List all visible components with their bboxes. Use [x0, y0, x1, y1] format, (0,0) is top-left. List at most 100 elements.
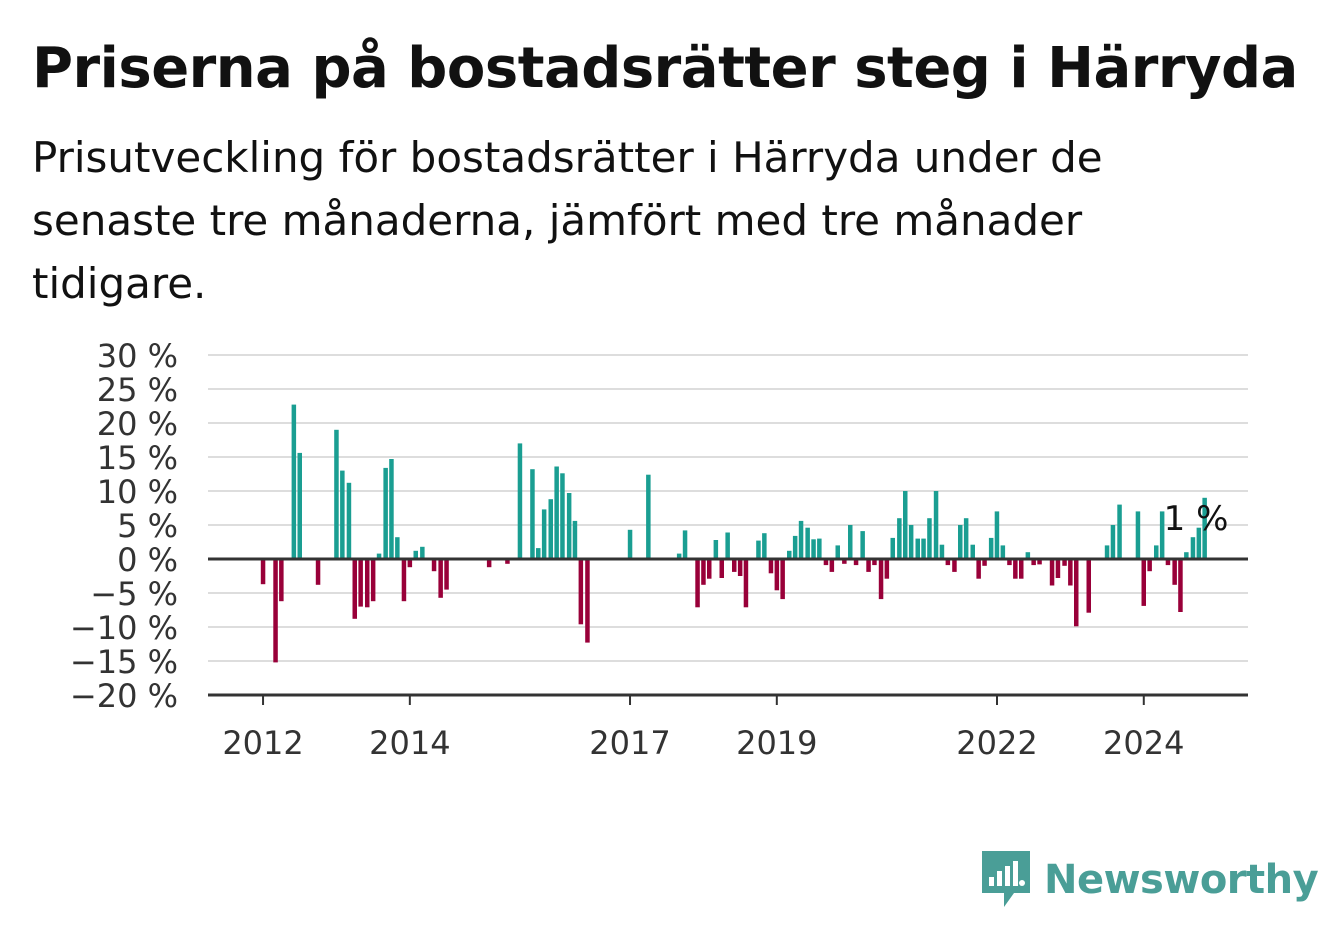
bar [291, 404, 297, 559]
bar [1074, 559, 1079, 627]
bar [842, 559, 847, 564]
bar [988, 537, 994, 559]
bar [970, 544, 975, 559]
bar [805, 527, 810, 559]
bar [1135, 511, 1141, 559]
bar [420, 546, 425, 559]
bar [945, 559, 951, 566]
bar [438, 559, 443, 598]
bar [878, 559, 884, 600]
y-tick-label: 10 % [97, 473, 178, 511]
bar [682, 530, 688, 559]
bar [952, 559, 957, 572]
bar [817, 538, 822, 559]
bar [578, 559, 584, 625]
bar [908, 525, 914, 559]
bar [823, 559, 829, 566]
y-tick-label: 30 % [97, 337, 178, 375]
bar [853, 559, 859, 566]
bar [1031, 559, 1036, 566]
bar [829, 559, 835, 572]
bar [340, 470, 345, 559]
bar [890, 537, 895, 559]
x-axis-labels: 2012 2014 2017 2019 2022 2024 [222, 724, 1184, 762]
bar [1202, 497, 1207, 559]
bar [976, 559, 981, 579]
chart-gridlines [208, 354, 1248, 662]
brand: Newsworthy [980, 848, 1319, 912]
bar [1013, 559, 1018, 579]
bar [560, 473, 565, 559]
bar [334, 429, 339, 559]
bar [939, 544, 945, 559]
bar-chart: 30 %25 %20 %15 %10 %5 %0 %−5 %−10 %−15 %… [70, 337, 1248, 762]
x-tick-label: 2024 [1103, 724, 1184, 762]
bar [884, 559, 890, 579]
bar [719, 559, 724, 578]
bar [572, 520, 578, 559]
y-tick-label: −20 % [70, 677, 178, 715]
bar [376, 553, 382, 559]
y-tick-label: 0 % [117, 541, 178, 579]
bar [866, 559, 871, 572]
x-tick-label: 2019 [736, 724, 817, 762]
bar [695, 559, 700, 608]
bar [756, 540, 761, 559]
bar [732, 559, 737, 572]
bar [848, 525, 853, 559]
bar [1037, 559, 1042, 565]
bar [835, 545, 840, 559]
bar [787, 550, 792, 559]
chart-axes [208, 557, 1248, 705]
bar [1178, 559, 1183, 612]
bar [627, 529, 633, 559]
bar [897, 518, 902, 559]
bar [541, 509, 547, 559]
bar [1117, 504, 1122, 559]
bar [444, 559, 449, 590]
chart-subtitle: Prisutveckling för bostadsrätter i Härry… [32, 133, 1103, 308]
chart-bars [260, 404, 1207, 663]
bar [646, 474, 651, 559]
bar [958, 525, 963, 559]
bar [1062, 559, 1067, 566]
bar [260, 559, 266, 585]
y-tick-label: 20 % [97, 405, 178, 443]
bar [486, 559, 492, 568]
bar [297, 452, 302, 559]
bar [1025, 552, 1031, 559]
bar [395, 537, 400, 559]
bar [762, 533, 767, 559]
bar [701, 559, 706, 585]
latest-value-annotation: 1 % [1164, 499, 1229, 539]
bar [383, 467, 388, 559]
bar [1049, 559, 1055, 586]
bar [1154, 545, 1159, 559]
x-tick-label: 2014 [369, 724, 450, 762]
bar [743, 559, 749, 608]
bar [982, 559, 987, 566]
bar [279, 559, 284, 602]
bar [915, 538, 920, 559]
bar [352, 559, 357, 619]
bar [401, 559, 407, 602]
chart-title: Priserna på bostadsrätter steg i Härryda [32, 36, 1298, 101]
y-tick-label: 25 % [97, 371, 178, 409]
bar [413, 550, 418, 559]
bar [1141, 559, 1146, 606]
bar [713, 540, 719, 559]
bar [358, 559, 363, 607]
bar [346, 482, 352, 559]
bar [365, 559, 370, 608]
bar [1068, 559, 1073, 586]
bar [994, 511, 1000, 559]
bar [774, 559, 780, 591]
x-tick-label: 2017 [589, 724, 670, 762]
bar [963, 518, 969, 559]
bar [548, 499, 553, 559]
bar [1007, 559, 1012, 566]
bar [505, 559, 510, 564]
brand-name: Newsworthy [1044, 857, 1319, 903]
bar [903, 491, 908, 559]
bar [370, 559, 376, 602]
